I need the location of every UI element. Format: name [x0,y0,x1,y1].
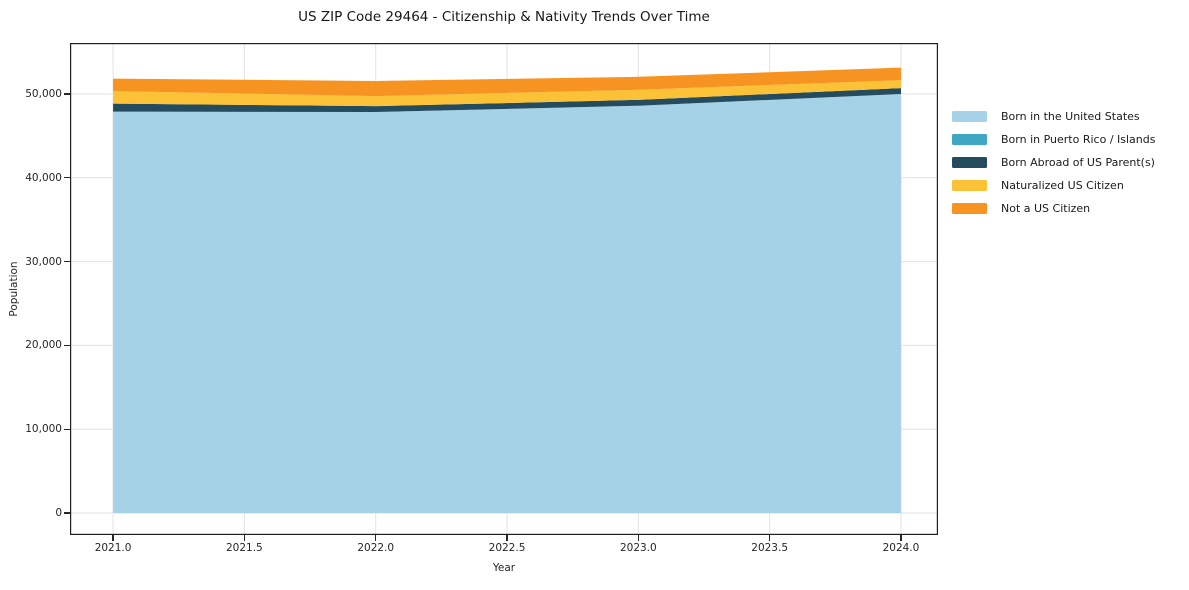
area-series [113,80,901,107]
chart-title: US ZIP Code 29464 - Citizenship & Nativi… [298,9,710,25]
legend-swatch [952,180,987,191]
y-axis-tick-mark [64,93,70,95]
legend-swatch [952,134,987,145]
legend: Born in the United States Born in Puerto … [952,105,1155,220]
y-axis-tick-mark [64,428,70,430]
y-axis-title: Population [8,261,20,317]
legend-item: Not a US Citizen [952,197,1155,220]
y-axis-tick-mark [64,344,70,346]
legend-item: Naturalized US Citizen [952,174,1155,197]
x-axis-tick-label: 2022.5 [488,542,526,554]
legend-item: Born Abroad of US Parent(s) [952,151,1155,174]
chart-svg [70,43,938,535]
y-axis-tick-label: 20,000 [25,339,62,352]
y-axis-tick-mark [64,260,70,263]
x-axis-tick-label: 2023.0 [619,542,657,554]
legend-label: Naturalized US Citizen [1001,179,1124,192]
x-axis-tick-label: 2024.0 [882,542,920,554]
x-axis-tick-mark [243,535,245,541]
legend-label: Not a US Citizen [1001,202,1091,215]
x-axis-title: Year [492,562,516,574]
y-axis-tick-label: 50,000 [25,87,62,100]
x-axis-tick-mark [112,535,114,541]
y-axis-tick-label: 30,000 [25,255,62,268]
x-axis-tick-label: 2021.0 [94,542,132,554]
y-axis-tick-label: 10,000 [25,423,62,436]
area-series [113,93,901,514]
x-axis-tick-label: 2021.5 [226,542,263,554]
area-series [113,67,901,97]
y-axis-tick-label: 40,000 [25,171,62,184]
x-axis-tick-mark [900,535,902,541]
x-axis-tick-mark [637,535,639,541]
legend-item: Born in the United States [952,105,1155,128]
x-axis-tick-label: 2023.5 [751,542,789,554]
area-series [113,88,901,113]
legend-swatch [952,203,987,214]
legend-item: Born in Puerto Rico / Islands [952,128,1155,151]
plot-area [70,43,938,535]
x-axis-tick-mark [506,535,508,541]
x-axis-tick-mark [375,535,377,541]
legend-label: Born Abroad of US Parent(s) [1001,156,1155,169]
legend-swatch [952,157,987,168]
y-axis-tick-mark [64,177,70,179]
y-axis-tick-label: 0 [55,507,62,519]
x-axis-tick-label: 2022.0 [357,542,395,554]
legend-swatch [952,111,987,122]
legend-label: Born in the United States [1001,110,1140,123]
plot-frame [70,43,938,535]
y-axis-tick-mark [64,512,70,514]
legend-label: Born in Puerto Rico / Islands [1001,133,1156,146]
x-axis-tick-mark [769,535,771,541]
